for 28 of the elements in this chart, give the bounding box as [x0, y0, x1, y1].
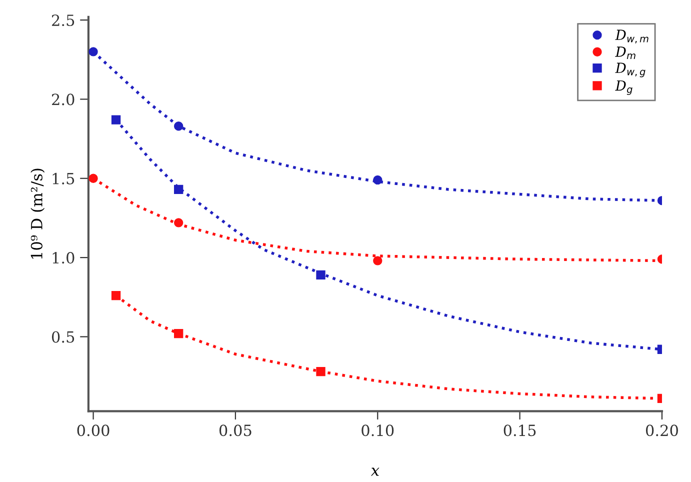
point: [373, 256, 382, 266]
x-tick-label: 0.00: [77, 424, 110, 436]
point: [174, 218, 184, 228]
x-tick-label: 0.10: [362, 424, 394, 436]
y-tick-label: 1.5: [52, 172, 74, 184]
legend-label: D$_{w,m}$: [615, 30, 648, 44]
point: [174, 184, 184, 194]
point: [316, 366, 326, 376]
point: [88, 47, 98, 56]
point: [316, 270, 326, 280]
y-axis-title: 10⁹ D (m²/s): [30, 168, 45, 259]
x-tick-label: 0.15: [504, 424, 536, 436]
x-tick-label: 0.05: [219, 424, 252, 436]
x-axis-title: x: [370, 468, 380, 476]
y-tick-label: 0.5: [52, 331, 74, 343]
point: [174, 328, 184, 338]
point: [88, 174, 98, 183]
legend-label: D$_{m}$: [615, 46, 636, 59]
y-tick-label: 2.0: [52, 94, 74, 106]
y-tick-label: 1.0: [52, 252, 74, 264]
x-tick-label: 0.20: [646, 424, 678, 436]
y-tick-label: 2.5: [52, 14, 74, 26]
legend-label: D$_{g}$: [615, 80, 632, 95]
point: [111, 115, 121, 124]
legend-label: D$_{w,g}$: [615, 62, 646, 78]
point: [111, 290, 121, 300]
point: [174, 122, 184, 131]
point: [373, 175, 382, 185]
